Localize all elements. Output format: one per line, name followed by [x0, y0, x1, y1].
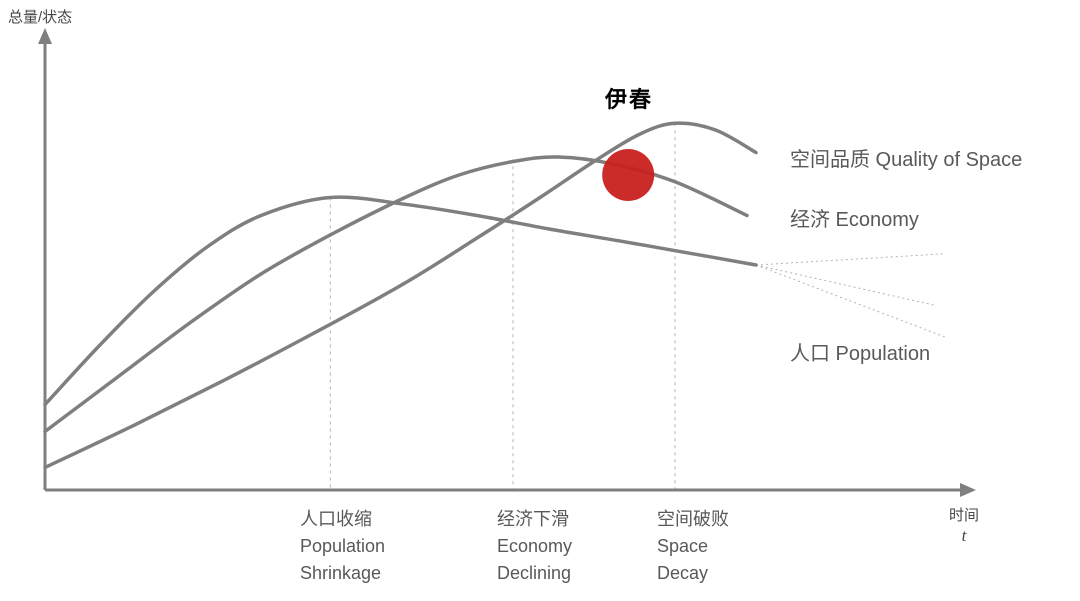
- population-projection-1: [755, 253, 946, 266]
- milestone-line-en2: Declining: [497, 563, 572, 583]
- milestone-label-economy-declining: 经济下滑 Economy Declining: [497, 506, 572, 587]
- population-projection-3: [755, 264, 946, 338]
- legend-economy: 经济 Economy: [790, 209, 919, 231]
- population-projection-2: [755, 264, 937, 306]
- milestone-line-cn: 空间破败: [657, 509, 729, 529]
- milestone-line-cn: 人口收缩: [300, 509, 372, 529]
- x-axis-label: 时间 t: [944, 504, 984, 546]
- milestone-line-en1: Population: [300, 536, 386, 556]
- legend-quality-of-space: 空间品质 Quality of Space: [790, 149, 1023, 171]
- milestone-label-population-shrinkage: 人口收缩 Population Shrinkage: [300, 506, 385, 587]
- legend-population: 人口 Population: [790, 343, 931, 365]
- milestone-label-space-decay: 空间破败 Space Decay: [657, 506, 729, 587]
- x-axis-arrow: [960, 483, 976, 497]
- milestone-line-en2: Decay: [657, 563, 709, 583]
- milestone-line-en1: Space: [657, 536, 709, 556]
- yichun-marker-dot: [602, 149, 655, 201]
- quality-of-space-curve: [43, 121, 758, 470]
- marker-label-yichun: 伊春: [604, 87, 653, 112]
- population-curve: [43, 195, 758, 407]
- milestone-line-cn: 经济下滑: [497, 509, 569, 529]
- y-axis-arrow: [38, 28, 52, 44]
- milestone-line-en1: Economy: [497, 536, 573, 556]
- milestone-line-en2: Shrinkage: [300, 563, 382, 583]
- x-axis-variable: t: [961, 526, 967, 545]
- x-axis-label-text: 时间: [948, 507, 979, 524]
- y-axis-label: 总量/状态: [8, 9, 73, 26]
